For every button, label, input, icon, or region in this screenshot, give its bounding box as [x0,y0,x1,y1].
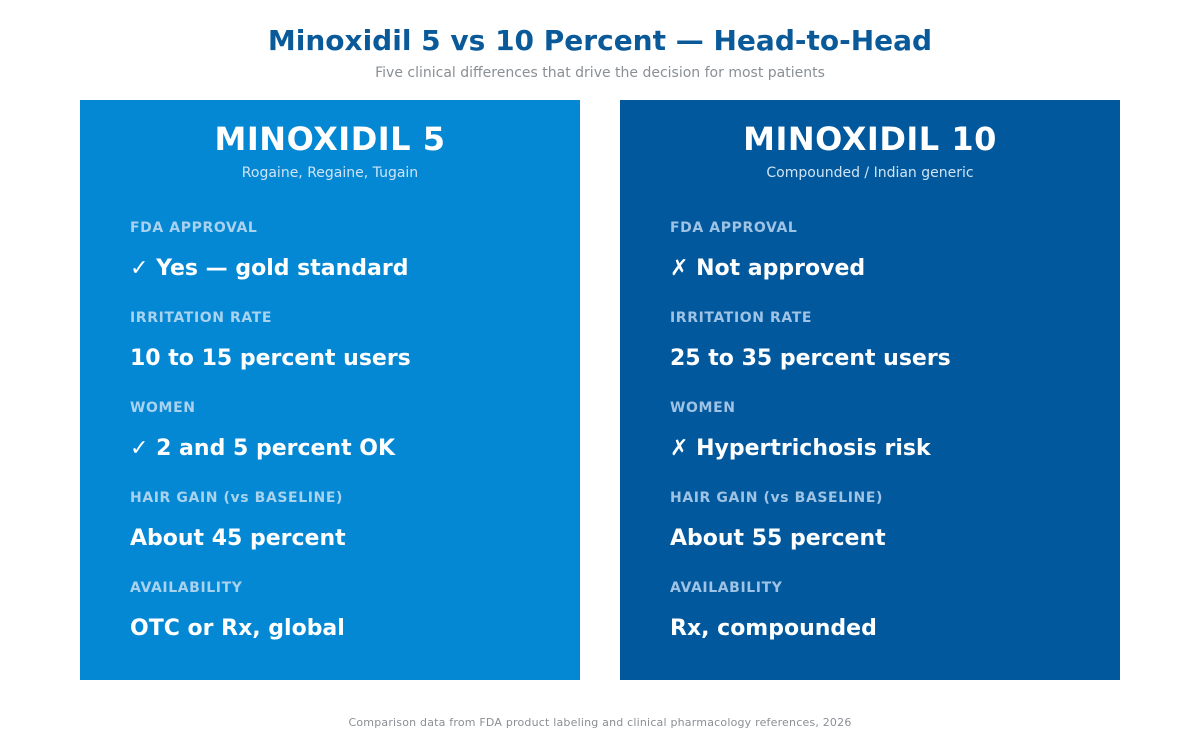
attribute-row-irritation-rate: IRRITATION RATE 10 to 15 percent users [130,310,550,400]
attribute-value: 25 to 35 percent users [670,346,951,371]
attribute-label: HAIR GAIN (vs BASELINE) [130,490,344,506]
card-subtitle: Compounded / Indian generic [766,165,974,181]
attribute-value: Rx, compounded [670,616,877,641]
attribute-label: IRRITATION RATE [670,310,813,326]
attribute-label: WOMEN [670,400,736,416]
attribute-value: OTC or Rx, global [130,616,345,641]
attribute-list: FDA APPROVAL ✗ Not approved IRRITATION R… [670,220,1090,670]
attribute-label: FDA APPROVAL [670,220,798,236]
attribute-value: About 45 percent [130,526,346,551]
attribute-row-women: WOMEN ✗ Hypertrichosis risk [670,400,1090,490]
attribute-value: ✓ Yes — gold standard [130,256,409,281]
attribute-row-irritation-rate: IRRITATION RATE 25 to 35 percent users [670,310,1090,400]
attribute-row-availability: AVAILABILITY OTC or Rx, global [130,580,550,670]
attribute-row-availability: AVAILABILITY Rx, compounded [670,580,1090,670]
card-title: MINOXIDIL 10 [743,120,997,158]
card-minoxidil-10: MINOXIDIL 10 Compounded / Indian generic… [620,100,1120,680]
card-title: MINOXIDIL 5 [214,120,446,158]
attribute-value: 10 to 15 percent users [130,346,411,371]
page-subtitle: Five clinical differences that drive the… [375,65,825,81]
attribute-row-hair-gain: HAIR GAIN (vs BASELINE) About 55 percent [670,490,1090,580]
attribute-row-fda-approval: FDA APPROVAL ✗ Not approved [670,220,1090,310]
attribute-value: ✗ Hypertrichosis risk [670,436,931,461]
attribute-label: AVAILABILITY [130,580,243,596]
attribute-row-hair-gain: HAIR GAIN (vs BASELINE) About 45 percent [130,490,550,580]
page-title: Minoxidil 5 vs 10 Percent — Head-to-Head [267,24,933,57]
attribute-value: ✓ 2 and 5 percent OK [130,436,396,461]
attribute-row-fda-approval: FDA APPROVAL ✓ Yes — gold standard [130,220,550,310]
attribute-row-women: WOMEN ✓ 2 and 5 percent OK [130,400,550,490]
attribute-label: HAIR GAIN (vs BASELINE) [670,490,884,506]
attribute-value: ✗ Not approved [670,256,866,281]
attribute-label: IRRITATION RATE [130,310,273,326]
attribute-value: About 55 percent [670,526,886,551]
attribute-label: AVAILABILITY [670,580,783,596]
source-footnote: Comparison data from FDA product labelin… [348,716,852,729]
attribute-label: FDA APPROVAL [130,220,258,236]
attribute-label: WOMEN [130,400,196,416]
attribute-list: FDA APPROVAL ✓ Yes — gold standard IRRIT… [130,220,550,670]
card-minoxidil-5: MINOXIDIL 5 Rogaine, Regaine, Tugain FDA… [80,100,580,680]
card-subtitle: Rogaine, Regaine, Tugain [241,165,419,181]
